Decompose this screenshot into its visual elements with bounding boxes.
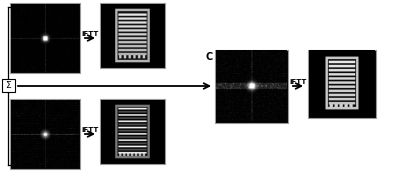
Bar (100, 99, 165, 164)
Text: Σ: Σ (6, 81, 11, 90)
Bar (100, 3, 165, 68)
Bar (10, 3, 80, 73)
Text: B: B (12, 102, 19, 112)
Bar (2, 79, 15, 92)
Bar (308, 50, 376, 117)
Text: iFTT: iFTT (289, 78, 307, 84)
Bar (215, 50, 288, 122)
Text: iFTT: iFTT (81, 126, 99, 132)
Text: A: A (12, 6, 20, 16)
Text: C: C (205, 52, 212, 62)
Bar (10, 99, 80, 169)
Text: iFTT: iFTT (81, 30, 99, 36)
